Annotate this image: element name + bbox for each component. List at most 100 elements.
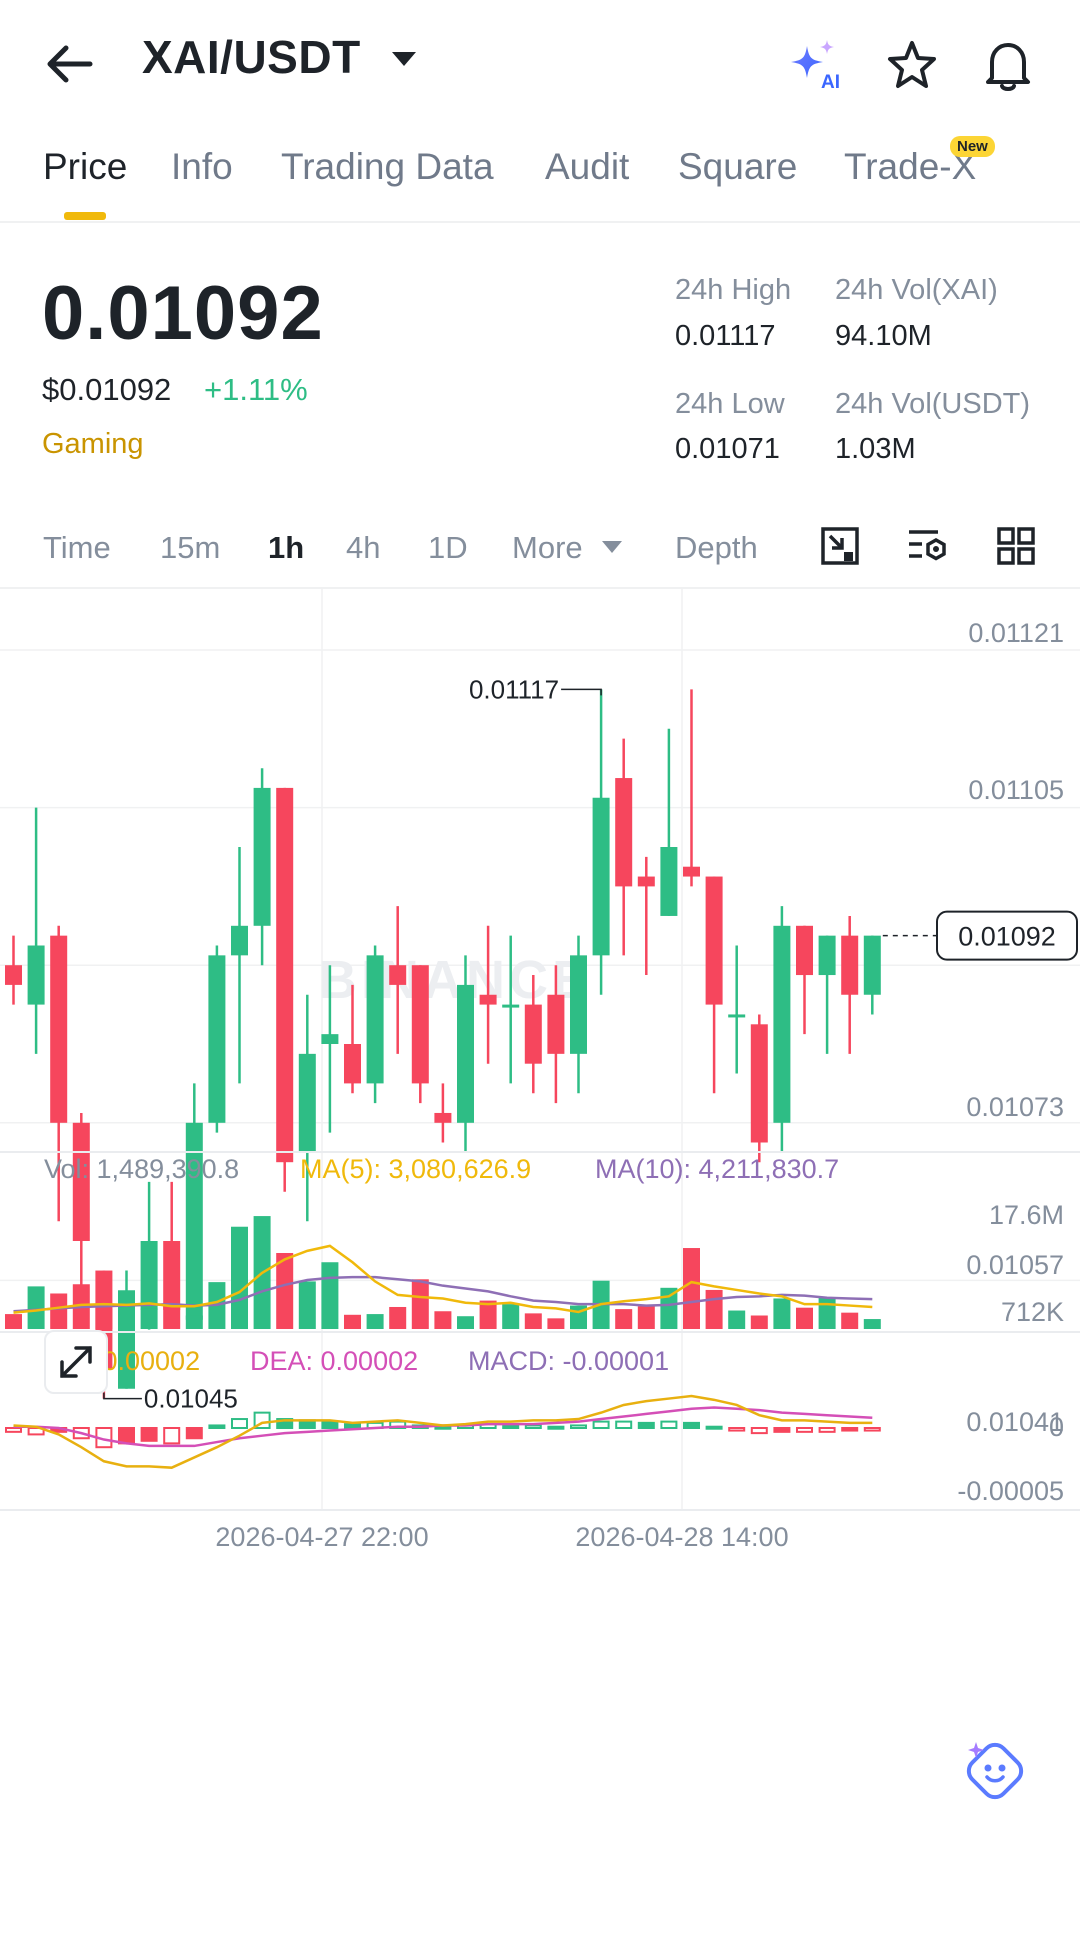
last-price-box[interactable] xyxy=(936,910,1078,961)
volume-bar xyxy=(140,1308,158,1329)
candle-body xyxy=(863,935,881,995)
price-tick: 0.01121 xyxy=(968,618,1064,648)
category-tag[interactable]: Gaming xyxy=(42,428,144,460)
candle-body xyxy=(253,787,271,926)
macd-bar xyxy=(660,1420,678,1429)
fullscreen-button[interactable] xyxy=(44,1330,108,1394)
volume-bar xyxy=(637,1306,655,1329)
timeframe-4h[interactable]: 4h xyxy=(346,530,381,565)
price-tick: 0.01105 xyxy=(968,775,1064,805)
macd-histogram xyxy=(5,1411,881,1449)
candle-body xyxy=(344,1044,361,1084)
timeframe-time[interactable]: Time xyxy=(43,530,111,565)
bell-icon[interactable] xyxy=(980,36,1036,94)
assistant-bot-icon[interactable] xyxy=(962,1738,1028,1804)
candle-body xyxy=(434,1112,452,1123)
new-badge: New xyxy=(950,136,995,157)
macd-bar xyxy=(253,1411,271,1430)
macd-bar xyxy=(796,1427,813,1433)
macd-bar xyxy=(118,1427,135,1445)
candle-body xyxy=(502,1004,520,1008)
chevron-down-icon[interactable] xyxy=(392,52,416,66)
timeframe-1d[interactable]: 1D xyxy=(428,530,468,565)
candle-body xyxy=(276,787,294,1163)
macd-bar xyxy=(818,1427,836,1433)
arrow-left-icon[interactable] xyxy=(40,38,100,90)
tab-audit[interactable]: Audit xyxy=(545,146,630,187)
candle-body xyxy=(298,1053,316,1153)
volume-bar xyxy=(411,1279,429,1329)
indicator-settings-icon[interactable] xyxy=(906,526,946,566)
grid-layout-icon[interactable] xyxy=(996,526,1036,566)
usd-price: $0.01092 xyxy=(42,372,172,407)
vol-axis-top: 17.6M xyxy=(989,1200,1064,1230)
low-marker: 0.01045 xyxy=(103,1384,238,1414)
candle-body xyxy=(185,1122,203,1320)
volume-bar xyxy=(796,1307,813,1329)
volume-bar xyxy=(389,1306,407,1329)
candle-body xyxy=(683,866,700,877)
time-label: 2026-04-27 22:00 xyxy=(215,1522,428,1552)
vol-ma5-line xyxy=(13,1244,873,1314)
chart-expand-icon[interactable] xyxy=(820,526,860,566)
candle-body xyxy=(321,1034,339,1044)
timeframe-15m[interactable]: 15m xyxy=(160,530,221,565)
tab-trading-data[interactable]: Trading Data xyxy=(281,146,494,187)
volume-bar xyxy=(27,1286,45,1329)
ai-sparkle-icon[interactable]: AI xyxy=(785,36,845,93)
price-tick: 0.01073 xyxy=(966,1092,1064,1122)
candle-body xyxy=(411,965,429,1084)
macd-bar xyxy=(683,1421,700,1430)
macd-axis-zero: 0 xyxy=(1049,1412,1064,1442)
volume-bar xyxy=(841,1312,859,1329)
candle-body xyxy=(50,935,68,1123)
candle-body xyxy=(366,955,384,1084)
star-icon[interactable] xyxy=(884,38,940,92)
candle-body xyxy=(592,797,610,956)
volume-bar xyxy=(524,1313,542,1329)
chevron-down-icon[interactable] xyxy=(602,541,622,553)
candle-body xyxy=(796,925,813,976)
volume-bar xyxy=(502,1304,520,1329)
volume-bar xyxy=(321,1262,339,1329)
timeframe-more[interactable]: More xyxy=(512,530,583,565)
active-tab-indicator xyxy=(64,212,106,220)
volume-bar xyxy=(863,1319,881,1329)
candle-body xyxy=(637,876,655,887)
macd-bar xyxy=(547,1425,565,1430)
volume-bar xyxy=(434,1311,452,1329)
candle-body xyxy=(389,965,407,985)
price-tick: 0.01057 xyxy=(966,1250,1064,1280)
candle-body xyxy=(163,1241,181,1310)
volume-bar xyxy=(705,1289,723,1329)
volume-bar xyxy=(773,1298,791,1329)
low-value: 0.01071 xyxy=(675,433,780,465)
tab-price[interactable]: Price xyxy=(43,146,128,187)
macd-bar xyxy=(615,1420,633,1429)
macd-bar xyxy=(276,1418,294,1429)
volume-bars xyxy=(5,1216,881,1329)
candle-body xyxy=(231,925,248,956)
volume-bar xyxy=(118,1319,135,1329)
candle-body xyxy=(615,778,633,887)
macd-bar xyxy=(841,1427,859,1432)
macd-bar xyxy=(140,1427,158,1442)
vol-axis-bottom: 712K xyxy=(1001,1297,1064,1327)
candle-body xyxy=(841,935,859,995)
tab-info[interactable]: Info xyxy=(171,146,233,187)
pair-title[interactable]: XAI/USDT xyxy=(142,31,361,83)
vol-quote-label: 24h Vol(USDT) xyxy=(835,388,1031,420)
last-price: 0.01092 xyxy=(42,271,324,356)
depth-tab[interactable]: Depth xyxy=(675,530,758,565)
candle-body xyxy=(27,945,45,1005)
macd-bar xyxy=(570,1424,587,1430)
timeframe-1h[interactable]: 1h xyxy=(268,530,305,565)
dif-line xyxy=(13,1394,873,1469)
tab-square[interactable]: Square xyxy=(678,146,798,187)
price-chart[interactable]: BINANCE 0.01121 0.01105 0.01073 0.01057 … xyxy=(0,588,1080,1944)
volume-bar xyxy=(163,1304,181,1329)
svg-text:AI: AI xyxy=(821,72,840,92)
candle-body xyxy=(118,1290,135,1389)
candle-body xyxy=(479,994,497,1005)
vol-base-value: 94.10M xyxy=(835,320,932,352)
